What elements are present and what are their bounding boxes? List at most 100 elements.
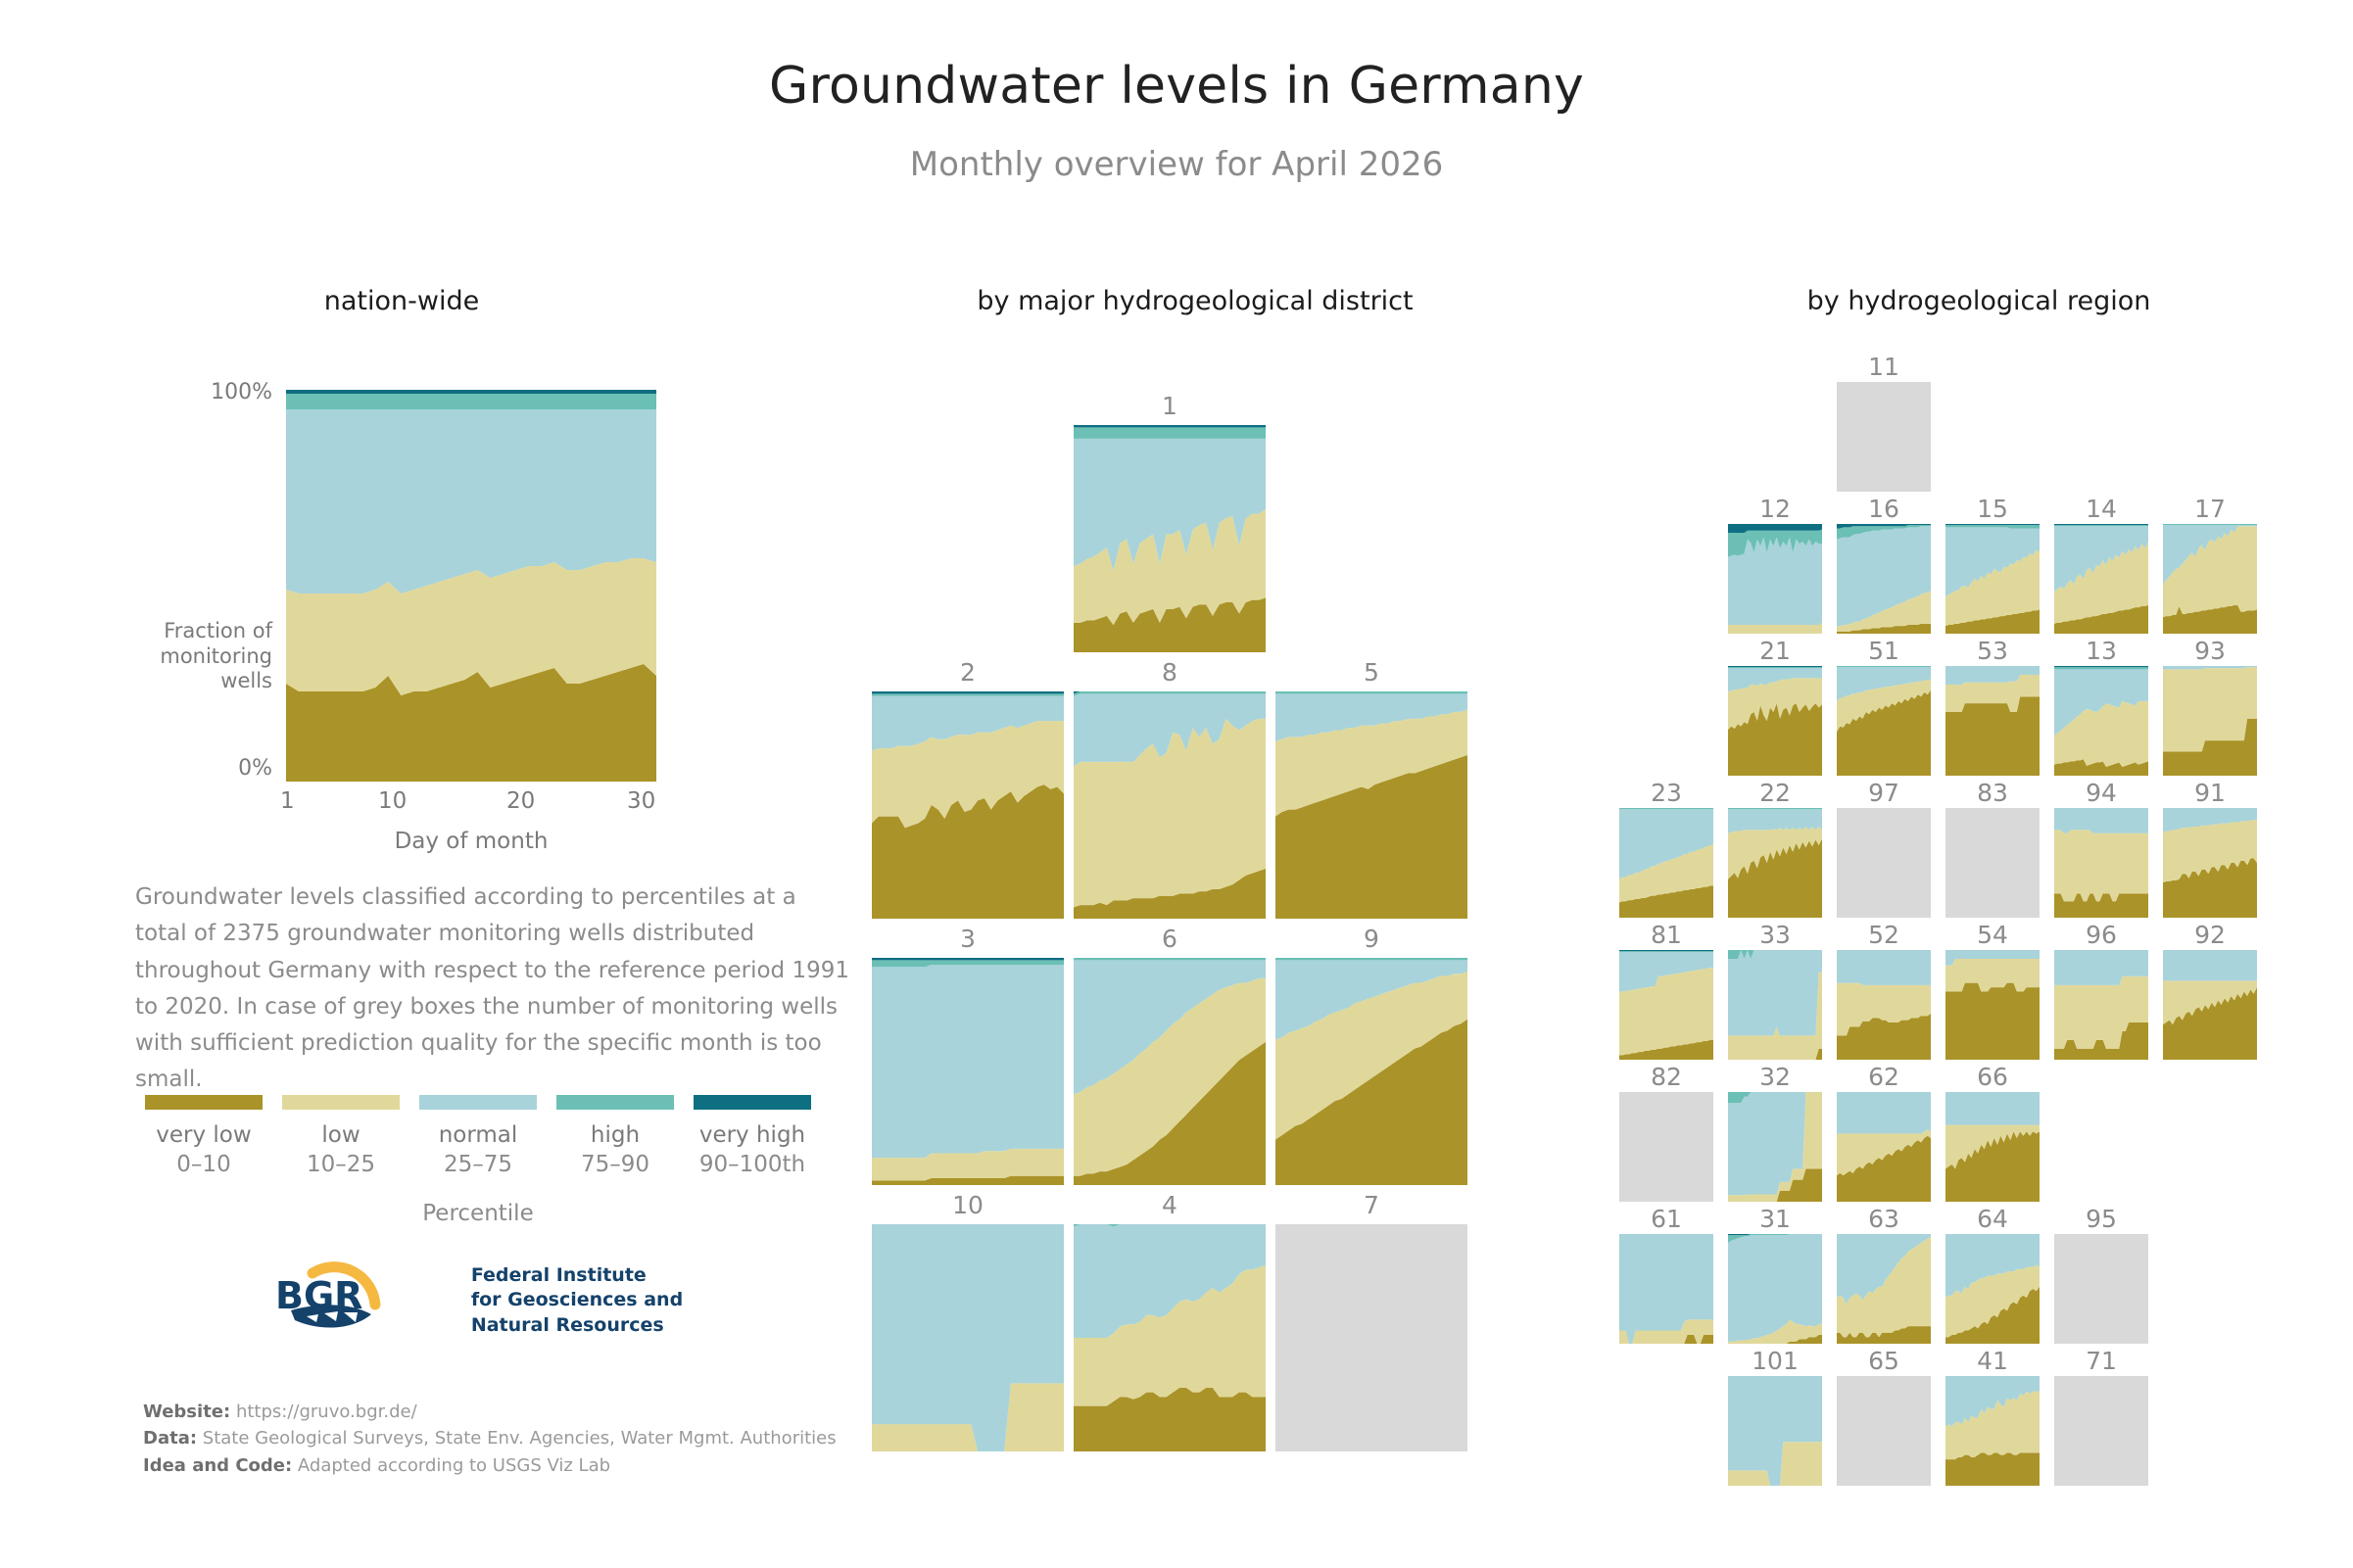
legend-swatch-high [556,1095,674,1110]
insufficient-data-box [1837,382,1931,492]
legend-label-name: low [321,1122,360,1148]
footer-data-value: State Geological Surveys, State Env. Age… [202,1428,837,1449]
region-panel-23[interactable]: 23 [1619,779,1713,918]
region-panel-label: 51 [1868,637,1899,665]
district-panel-9[interactable]: 9 [1275,925,1467,1185]
region-panel-66[interactable]: 66 [1945,1063,2040,1202]
region-panel-52[interactable]: 52 [1837,921,1931,1060]
region-panel-22[interactable]: 22 [1728,779,1822,918]
region-panel-label: 81 [1651,921,1682,949]
region-panel-chart [1728,1376,1822,1486]
region-panel-label: 52 [1868,921,1899,949]
district-panel-8[interactable]: 8 [1074,658,1266,919]
region-panel-label: 71 [2086,1347,2117,1375]
region-panel-54[interactable]: 54 [1945,921,2040,1060]
region-panel-81[interactable]: 81 [1619,921,1713,1060]
region-panel-chart [2163,666,2257,776]
region-panel-93[interactable]: 93 [2163,637,2257,776]
region-panel-chart [1945,1234,2040,1344]
district-panel-6[interactable]: 6 [1074,925,1266,1185]
region-panel-label: 21 [1759,637,1791,665]
district-panel-label: 1 [1162,392,1177,420]
region-panel-63[interactable]: 63 [1837,1205,1931,1344]
region-panel-96[interactable]: 96 [2054,921,2148,1060]
legend-label-name: very low [156,1122,252,1148]
bgr-logo-line3: Natural Resources [470,1313,664,1336]
region-panel-64[interactable]: 64 [1945,1205,2040,1344]
region-panel-13[interactable]: 13 [2054,637,2148,776]
region-panel-label: 83 [1977,779,2008,807]
region-panel-94[interactable]: 94 [2054,779,2148,918]
district-panel-3[interactable]: 3 [872,925,1064,1185]
nationwide-area-chart [286,390,656,782]
region-panel-label: 17 [2194,495,2226,523]
region-panel-chart [1728,808,1822,918]
district-panel-label: 5 [1364,658,1379,687]
region-panel-chart [2054,1234,2148,1344]
region-panel-32[interactable]: 32 [1728,1063,1822,1202]
region-panel-chart [2054,808,2148,918]
district-panel-label: 9 [1364,925,1379,953]
insufficient-data-box [2054,1376,2148,1486]
legend-swatch-normal [419,1095,537,1110]
region-panel-61[interactable]: 61 [1619,1205,1713,1344]
region-panel-97[interactable]: 97 [1837,779,1931,918]
district-panel-chart [872,958,1064,1185]
footer-website-value[interactable]: https://gruvo.bgr.de/ [235,1402,417,1422]
region-panel-21[interactable]: 21 [1728,637,1822,776]
region-panel-chart [1945,950,2040,1060]
district-panel-1[interactable]: 1 [1074,392,1266,652]
page-subtitle: Monthly overview for April 2026 [909,145,1444,184]
district-panel-label: 4 [1162,1191,1177,1219]
region-panel-14[interactable]: 14 [2054,495,2148,634]
region-panel-label: 64 [1977,1205,2008,1233]
region-panel-chart [2054,666,2148,776]
region-panel-label: 101 [1752,1347,1799,1375]
district-panel-2[interactable]: 2 [872,658,1064,919]
district-panel-label: 2 [960,658,976,687]
district-panel-4[interactable]: 4 [1074,1191,1266,1451]
region-panel-label: 23 [1651,779,1682,807]
region-panel-label: 63 [1868,1205,1899,1233]
region-panel-65[interactable]: 65 [1837,1347,1931,1486]
region-panel-92[interactable]: 92 [2163,921,2257,1060]
region-panel-83[interactable]: 83 [1945,779,2040,918]
region-panel-41[interactable]: 41 [1945,1347,2040,1486]
region-panel-chart [1837,524,1931,634]
legend-label-range: 90–100th [698,1151,806,1177]
region-panel-16[interactable]: 16 [1837,495,1931,634]
district-panel-10[interactable]: 10 [872,1191,1064,1451]
region-panel-12[interactable]: 12 [1728,495,1822,634]
region-panel-17[interactable]: 17 [2163,495,2257,634]
legend-item-normal: normal 25–75 [409,1095,547,1180]
region-panel-51[interactable]: 51 [1837,637,1931,776]
region-panel-71[interactable]: 71 [2054,1347,2148,1486]
x-axis-tick-30: 30 [627,788,656,814]
district-panel-label: 8 [1162,658,1177,687]
region-panel-95[interactable]: 95 [2054,1205,2148,1344]
region-panel-15[interactable]: 15 [1945,495,2040,634]
legend-label-range: 75–90 [580,1151,650,1177]
y-axis-tick-top: 100% [211,380,272,404]
region-panel-chart [2054,524,2148,634]
insufficient-data-box [1619,1092,1713,1202]
region-panel-chart [1619,808,1713,918]
region-panel-33[interactable]: 33 [1728,921,1822,1060]
insufficient-data-box [2054,1234,2148,1344]
legend-label-range: 10–25 [306,1151,376,1177]
region-panel-chart [2054,950,2148,1060]
region-panel-91[interactable]: 91 [2163,779,2257,918]
region-panel-chart [1728,1234,1822,1344]
region-panel-53[interactable]: 53 [1945,637,2040,776]
region-panel-label: 22 [1759,779,1791,807]
region-panel-label: 54 [1977,921,2008,949]
district-panel-7[interactable]: 7 [1275,1191,1467,1451]
district-panel-5[interactable]: 5 [1275,658,1467,919]
region-panel-11[interactable]: 11 [1837,353,1931,492]
region-panel-chart [1728,1092,1822,1202]
region-panel-101[interactable]: 101 [1728,1347,1822,1486]
region-panel-82[interactable]: 82 [1619,1063,1713,1202]
region-panel-31[interactable]: 31 [1728,1205,1822,1344]
region-panel-62[interactable]: 62 [1837,1063,1931,1202]
